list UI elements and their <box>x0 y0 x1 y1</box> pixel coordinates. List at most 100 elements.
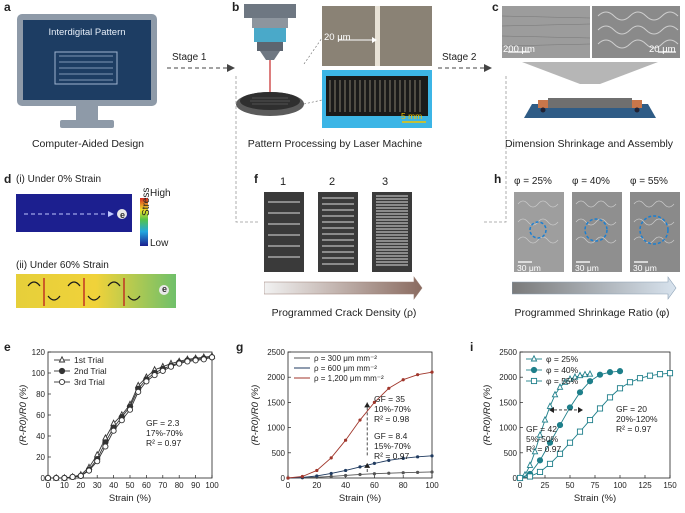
x-tick-label: 150 <box>663 481 677 490</box>
y-tick-label: 2500 <box>499 348 517 357</box>
x-tick-label: 0 <box>518 481 523 490</box>
data-point <box>606 394 614 401</box>
scale-5mm-b: 5 mm <box>401 111 423 121</box>
y-tick-label: 2500 <box>267 348 285 357</box>
data-point <box>576 371 584 379</box>
electron-label-top: e <box>120 210 126 220</box>
crack-density-label: Programmed Crack Density (ρ) <box>271 307 417 319</box>
colorbar-low: Low <box>150 238 169 249</box>
arrow-head <box>578 406 583 413</box>
data-point <box>53 474 60 482</box>
data-point <box>566 404 574 411</box>
colorbar-title: Stress <box>141 187 152 216</box>
data-point <box>208 354 216 361</box>
panel-letter-d: d <box>4 172 12 186</box>
data-point <box>159 367 166 374</box>
series-line <box>48 356 213 479</box>
scale-30um-3: 30 μm <box>633 263 657 273</box>
x-tick-label: 10 <box>60 481 69 490</box>
legend-marker <box>530 354 538 362</box>
monitor-illustration <box>17 14 157 128</box>
crack-pattern-1 <box>264 192 304 272</box>
data-point <box>566 375 574 382</box>
crack-density-patterns <box>264 192 423 300</box>
data-point <box>77 472 84 479</box>
data-point <box>344 473 348 478</box>
y-tick-label: 2000 <box>267 373 285 382</box>
crack-pattern-number-2: 2 <box>329 176 336 188</box>
data-point <box>358 418 362 422</box>
data-point <box>586 369 594 377</box>
annotation-line: R² = 0.97 <box>616 424 651 434</box>
phi-25-label: φ = 25% <box>514 176 552 187</box>
x-tick-label: 60 <box>370 481 379 490</box>
chart-i: 0 25 50 75 100 125 15005001000150020002500Stra… <box>482 348 677 504</box>
legend-label: 2nd Trial <box>74 366 107 376</box>
crack-density-arrow <box>264 276 423 300</box>
data-point <box>44 474 52 482</box>
caption-a: Computer-Aided Design <box>31 138 145 150</box>
annotation-line: 5%-50% <box>526 434 559 444</box>
screen-title: Interdigital Pattern <box>48 27 126 38</box>
annotation-line: 20%-120% <box>616 414 658 424</box>
y-axis-label: (R-R0)/R0 (%) <box>250 385 261 446</box>
label-under-60-strain: (ii) Under 60% Strain <box>16 260 109 271</box>
data-point <box>416 373 420 377</box>
x-tick-label: 70 <box>158 481 167 490</box>
x-axis-label: Strain (%) <box>339 493 381 504</box>
sem-image-shrunk-left <box>502 6 590 58</box>
data-point <box>586 416 594 424</box>
legend-label: 3rd Trial <box>74 377 105 387</box>
y-tick-label: 100 <box>32 369 46 378</box>
data-point <box>344 438 348 442</box>
interdigital-fingers <box>59 55 113 81</box>
unstrained-strip <box>16 194 132 232</box>
x-tick-label: 75 <box>591 481 600 490</box>
y-tick-label: 2000 <box>499 373 517 382</box>
stage2-arrow <box>438 64 492 72</box>
series-1 <box>44 351 216 481</box>
data-point <box>556 383 564 390</box>
data-point <box>118 417 125 424</box>
crack-pattern-2 <box>318 192 358 272</box>
data-point <box>536 468 544 476</box>
legend-label: ρ = 600 μm mm⁻² <box>314 364 377 373</box>
legend-i: φ = 25%φ = 40%φ = 55% <box>526 354 579 386</box>
data-point <box>516 474 524 482</box>
y-tick-label: 1000 <box>499 424 517 433</box>
legend-marker <box>58 378 66 386</box>
data-point <box>387 471 391 475</box>
data-point <box>184 358 191 365</box>
strained-strip <box>16 274 176 308</box>
data-point <box>85 467 93 474</box>
data-point <box>556 450 564 457</box>
data-point <box>315 468 319 473</box>
data-point <box>110 427 117 434</box>
panel-letter-e: e <box>4 340 11 354</box>
scale-30um-1: 30 μm <box>517 263 541 273</box>
monitor-base <box>60 120 114 128</box>
x-tick-label: 125 <box>638 481 652 490</box>
data-point <box>151 372 158 379</box>
data-point <box>586 378 594 385</box>
x-tick-label: 40 <box>109 481 118 490</box>
shrunk-film <box>548 98 632 108</box>
data-point <box>430 454 434 458</box>
data-point <box>416 455 420 459</box>
data-point <box>372 400 376 404</box>
data-point <box>329 471 333 476</box>
legend-marker <box>58 367 66 375</box>
data-point <box>666 370 674 377</box>
sem-phi-25 <box>514 192 564 272</box>
panel-letter-i: i <box>470 340 474 354</box>
sem-phi-40 <box>572 192 622 272</box>
series-line <box>48 356 213 479</box>
data-point <box>526 473 534 480</box>
y-tick-label: 1500 <box>499 398 517 407</box>
panel-letter-f: f <box>254 172 258 186</box>
series-3 <box>516 370 674 482</box>
x-tick-label: 20 <box>76 481 85 490</box>
data-point <box>387 458 391 462</box>
data-point <box>551 390 559 398</box>
